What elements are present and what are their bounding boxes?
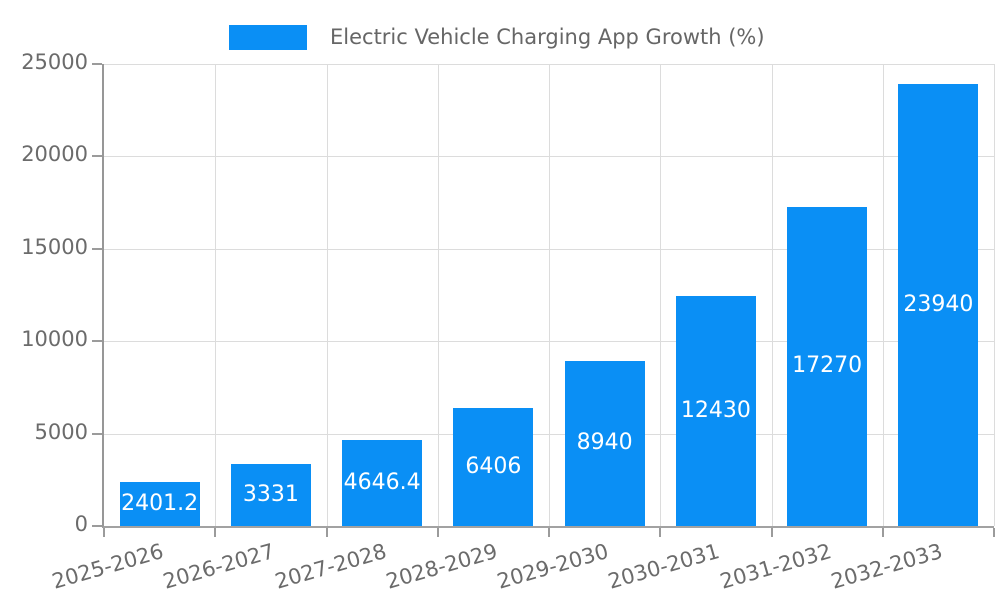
bar <box>787 206 868 526</box>
x-tick-label: 2031-2032 <box>717 539 834 594</box>
y-tick-label: 25000 <box>21 50 88 74</box>
x-tick-label: 2027-2028 <box>272 539 389 594</box>
x-gridline <box>215 64 217 526</box>
x-tick-label: 2028-2029 <box>383 539 500 594</box>
x-axis-tick <box>103 528 105 537</box>
x-axis-tick <box>659 528 662 537</box>
bar <box>564 360 645 526</box>
x-tick-label: 2029-2030 <box>494 539 612 594</box>
bar <box>230 464 311 526</box>
x-tick-label: 2025-2026 <box>49 539 167 594</box>
bar-value-label: 17270 <box>792 353 863 379</box>
y-tick-label: 15000 <box>21 234 88 259</box>
x-gridline <box>660 64 662 526</box>
y-tick-label: 0 <box>74 512 88 536</box>
y-tick-label: 5000 <box>34 419 88 444</box>
y-axis-tick <box>92 63 102 65</box>
x-gridline <box>994 64 995 526</box>
x-tick-label: 2032-2033 <box>828 539 945 594</box>
x-tick-label: 2030-2031 <box>605 539 723 594</box>
bar-value-label: 8940 <box>576 430 633 456</box>
x-axis-tick <box>770 528 773 537</box>
x-gridline <box>549 64 550 526</box>
bar-value-label: 6406 <box>465 453 522 479</box>
y-axis-tick <box>92 155 102 158</box>
x-gridline <box>437 64 439 526</box>
x-axis-tick <box>881 528 884 537</box>
y-tick-label: 10000 <box>21 327 88 352</box>
bar-value-label: 2401.2 <box>121 490 199 516</box>
bar <box>453 407 534 526</box>
bar-value-label: 12430 <box>680 398 751 424</box>
legend-label: Electric Vehicle Charging App Growth (%) <box>330 25 765 49</box>
x-axis-tick <box>214 528 217 537</box>
y-axis-tick <box>92 340 102 343</box>
x-axis-tick <box>993 528 995 537</box>
bar-value-label: 23940 <box>903 291 974 317</box>
bar <box>675 296 756 526</box>
x-tick-label: 2026-2027 <box>160 539 278 594</box>
legend-swatch <box>229 25 307 50</box>
plot-area: 0 5000 10000 15000 20000 25000 2401.2 2025-2026… <box>21 50 995 594</box>
x-axis-tick <box>325 528 328 537</box>
y-axis-tick <box>92 247 102 250</box>
bar-value-label: 4646.4 <box>343 470 421 496</box>
x-axis-tick <box>548 528 550 537</box>
y-tick-label: 20000 <box>21 142 88 167</box>
y-axis-tick <box>92 432 102 435</box>
x-gridline <box>326 64 328 526</box>
x-axis-tick <box>436 528 439 537</box>
x-gridline <box>771 64 773 526</box>
bar <box>898 83 979 526</box>
bar <box>342 440 423 526</box>
y-axis-tick <box>92 525 102 527</box>
bar-value-label: 3331 <box>242 482 299 508</box>
x-gridline <box>882 64 884 526</box>
bar <box>119 481 200 526</box>
